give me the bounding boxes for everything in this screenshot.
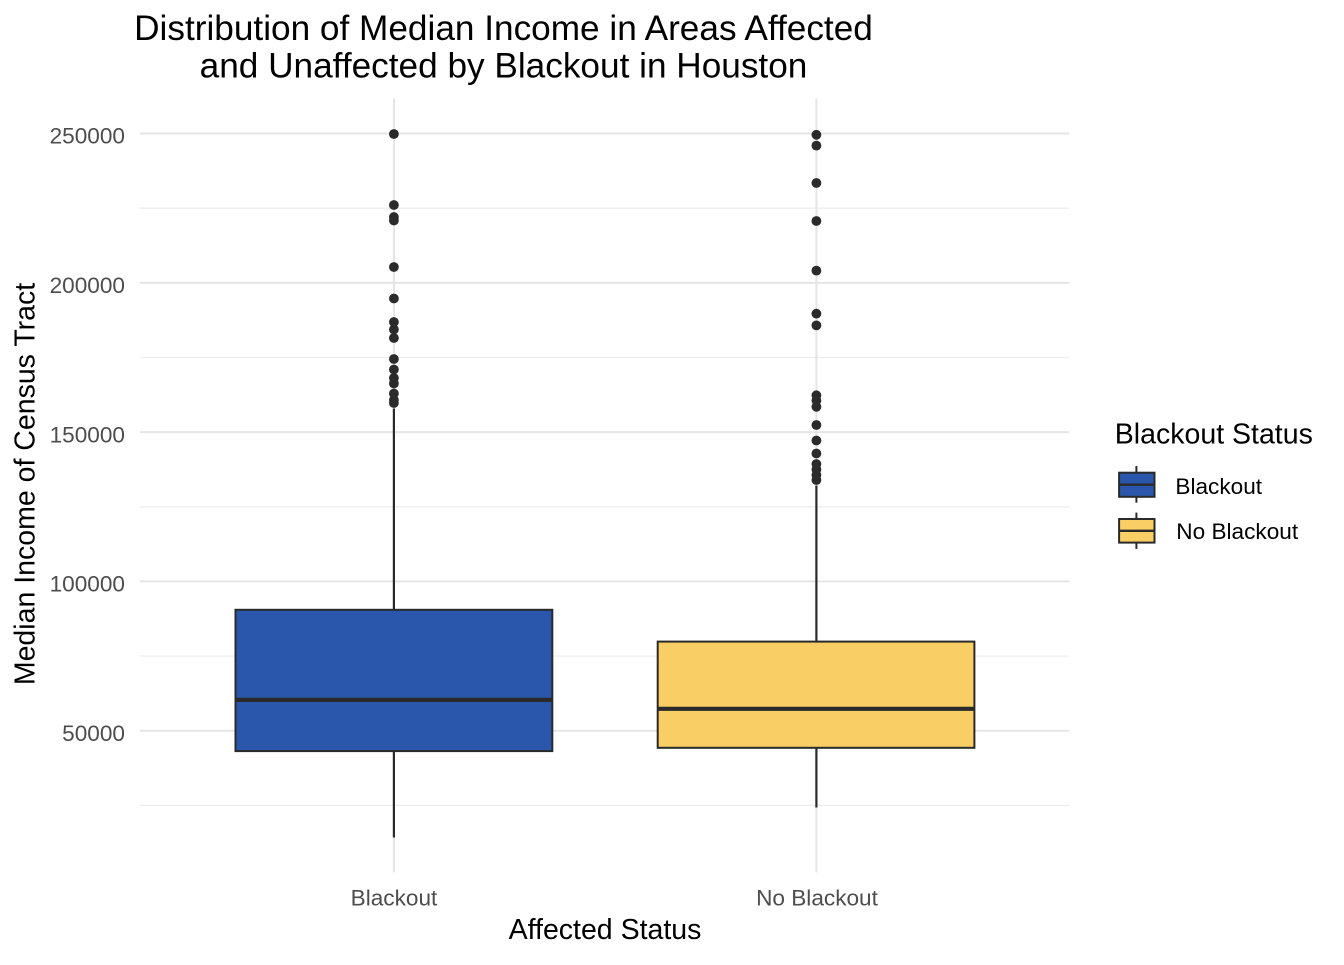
svg-text:and Unaffected by Blackout in: and Unaffected by Blackout in Houston (200, 47, 808, 86)
svg-text:100000: 100000 (50, 572, 125, 597)
svg-text:250000: 250000 (50, 124, 125, 149)
svg-text:150000: 150000 (50, 422, 125, 447)
svg-text:Blackout: Blackout (1175, 474, 1262, 499)
svg-text:No Blackout: No Blackout (1176, 519, 1299, 544)
svg-text:Distribution of Median Income: Distribution of Median Income in Areas A… (134, 9, 873, 48)
svg-text:Median Income of Census Tract: Median Income of Census Tract (10, 283, 42, 685)
svg-text:Blackout Status: Blackout Status (1115, 419, 1313, 451)
svg-text:No Blackout: No Blackout (756, 885, 879, 910)
svg-text:Blackout: Blackout (351, 885, 438, 910)
svg-text:Affected Status: Affected Status (509, 914, 702, 946)
svg-text:200000: 200000 (50, 273, 125, 298)
svg-text:50000: 50000 (62, 721, 125, 746)
